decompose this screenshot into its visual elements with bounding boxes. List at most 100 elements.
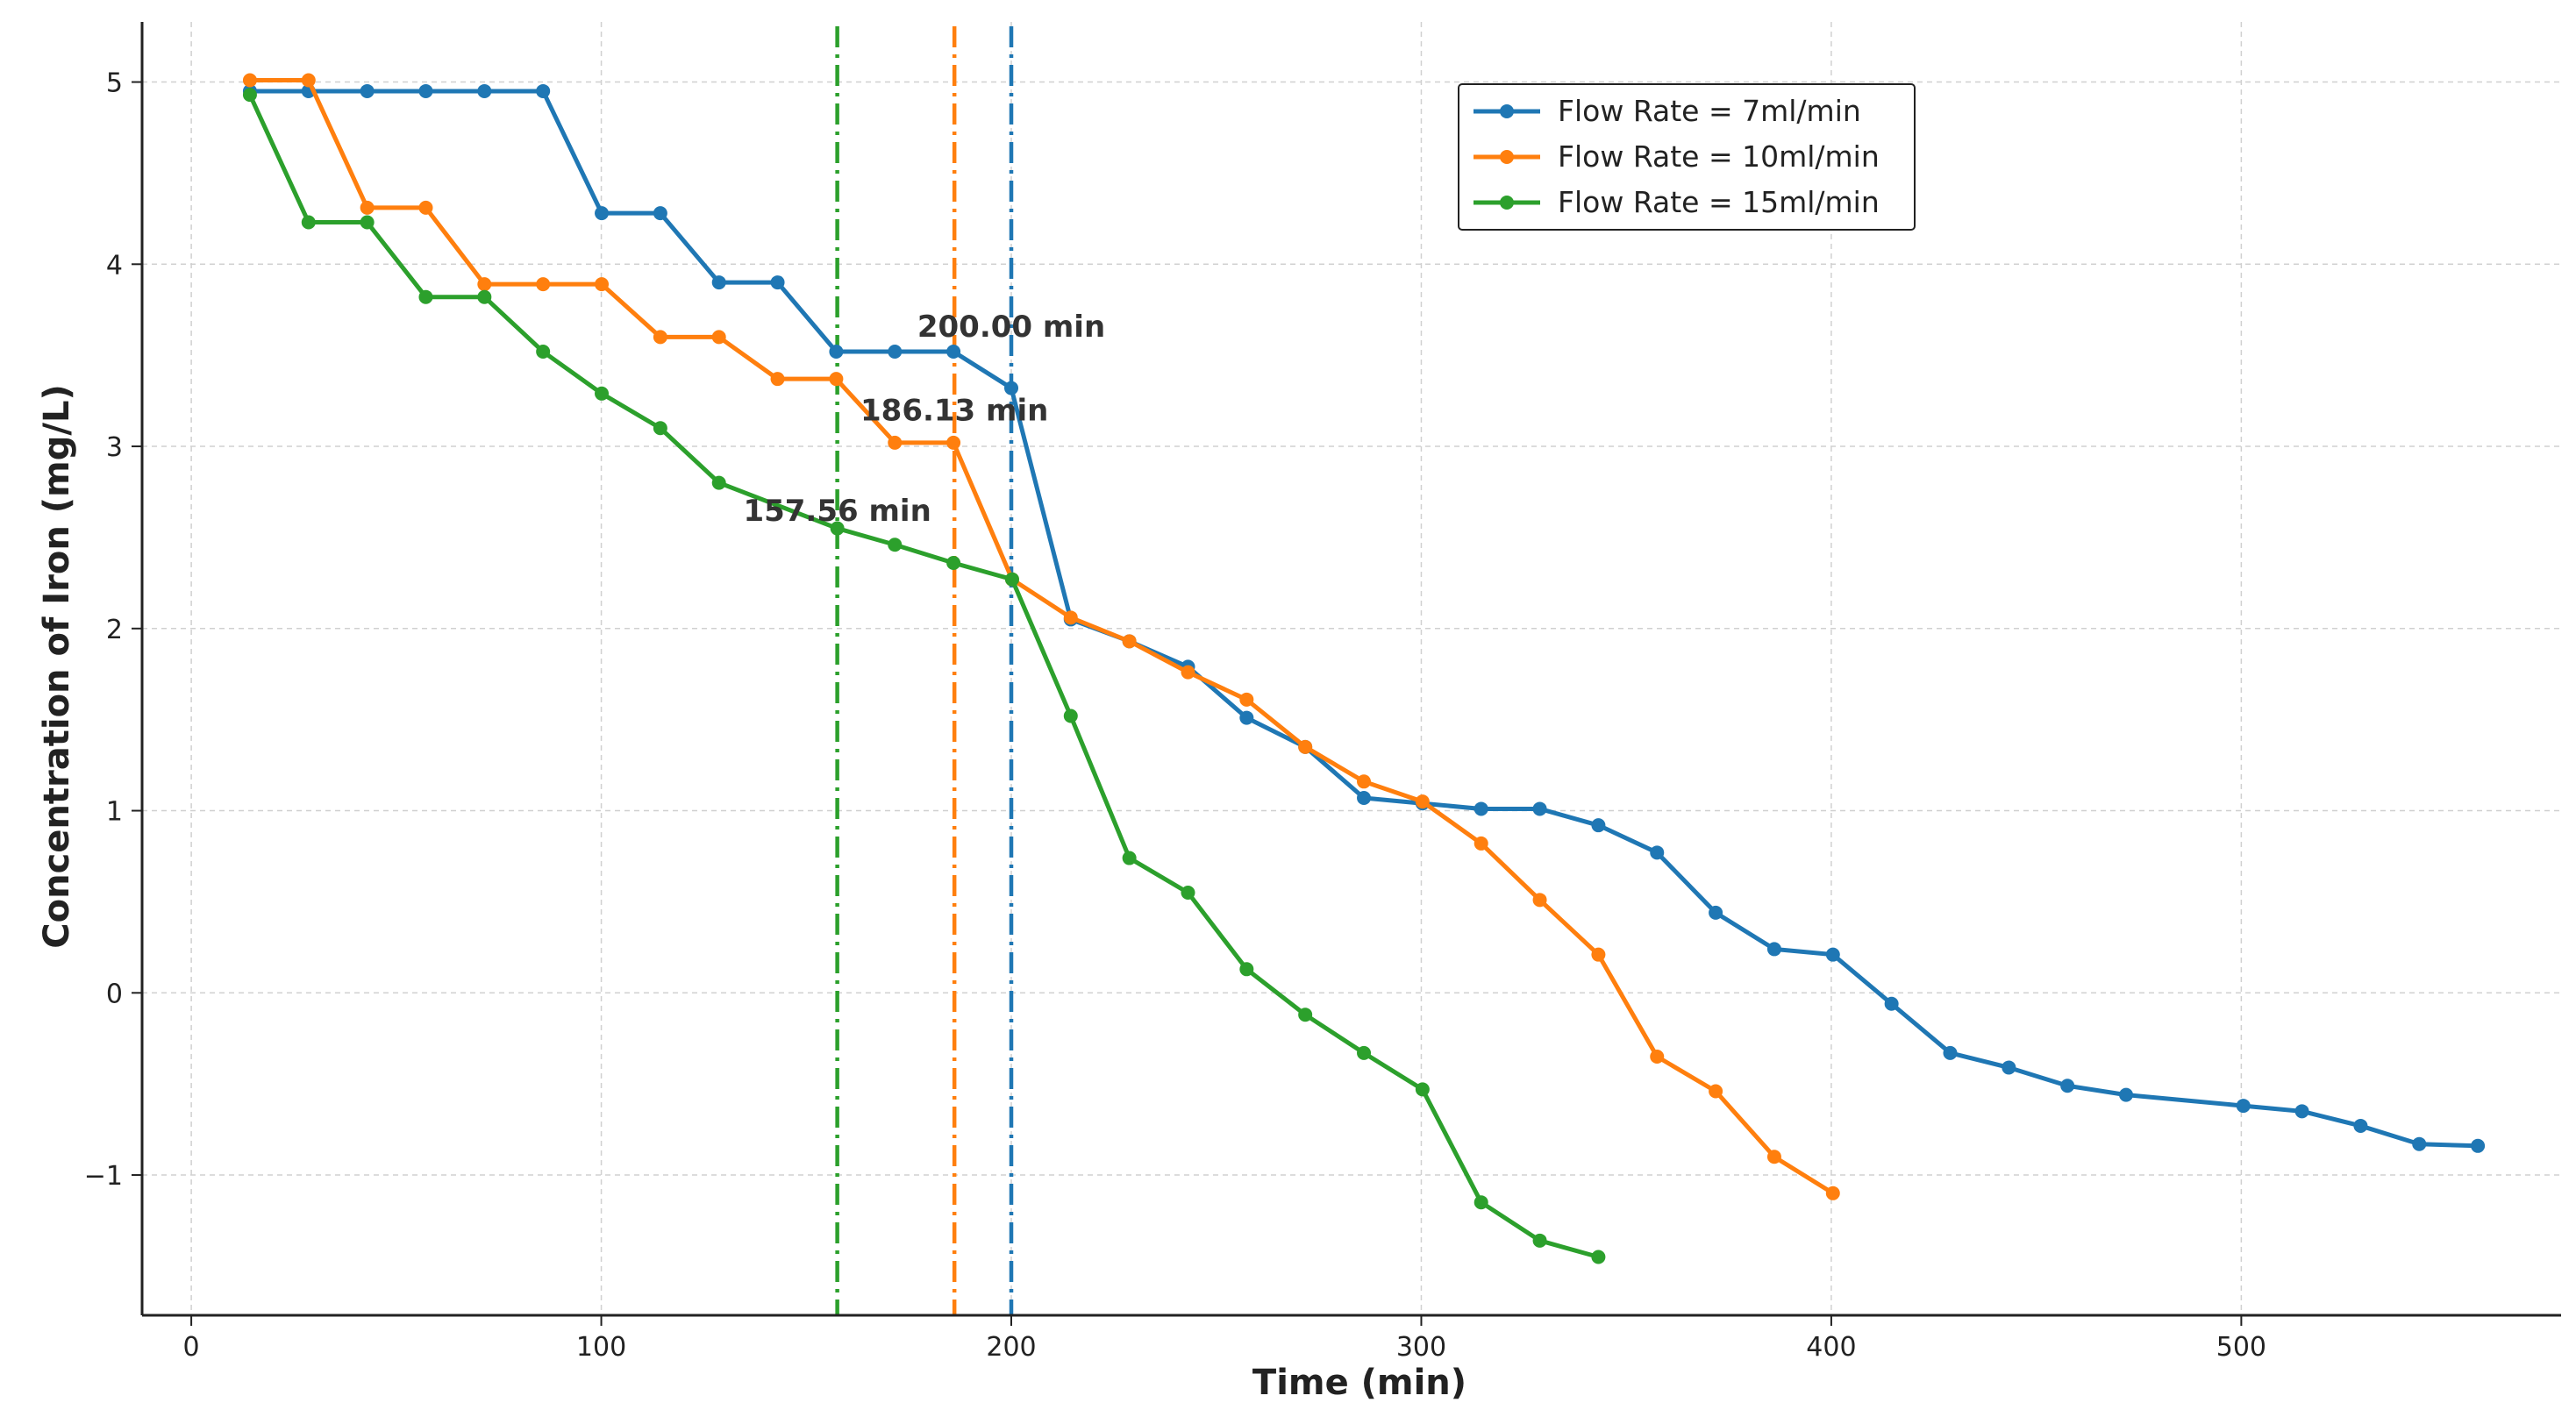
x-tick-label: 200 xyxy=(986,1332,1036,1363)
x-tick-label: 100 xyxy=(576,1332,626,1363)
legend-entry: Flow Rate = 7ml/min xyxy=(1474,94,1861,128)
data-point xyxy=(360,83,375,98)
breakthrough-label: 186.13 min xyxy=(860,394,1048,429)
data-point xyxy=(1591,818,1606,833)
data-point xyxy=(653,206,667,221)
data-point xyxy=(1474,801,1488,816)
breakthrough-label: 157.56 min xyxy=(743,494,931,529)
breakthrough-label: 200.00 min xyxy=(917,310,1105,345)
data-point xyxy=(888,435,903,450)
data-point xyxy=(1943,1045,1958,1060)
data-point xyxy=(1122,634,1137,649)
data-point xyxy=(1766,1150,1781,1164)
data-point xyxy=(1884,996,1899,1011)
data-point xyxy=(1474,1195,1488,1210)
x-tick-label: 400 xyxy=(1806,1332,1856,1363)
legend: Flow Rate = 7ml/min Flow Rate = 10ml/min F… xyxy=(1458,83,1916,231)
data-point xyxy=(829,345,844,360)
data-point xyxy=(418,200,433,215)
data-point xyxy=(1825,947,1840,962)
data-point xyxy=(1474,836,1488,851)
data-point xyxy=(1357,1045,1372,1060)
legend-marker xyxy=(1500,150,1514,164)
legend-box xyxy=(1458,83,1916,231)
legend-label: Flow Rate = 15ml/min xyxy=(1558,185,1880,219)
data-point xyxy=(477,83,492,98)
data-point xyxy=(1298,1008,1313,1022)
data-point xyxy=(1239,962,1254,977)
x-axis-title: Time (min) xyxy=(1252,1363,1466,1403)
data-point xyxy=(2294,1104,2309,1119)
data-point xyxy=(2236,1099,2251,1114)
data-point xyxy=(1415,1082,1430,1097)
breakthrough-lines xyxy=(835,26,1014,1315)
data-point xyxy=(1650,845,1665,860)
legend-marker xyxy=(1500,196,1514,210)
data-point xyxy=(1709,1084,1723,1099)
data-point xyxy=(1532,801,1547,816)
data-point xyxy=(1122,851,1137,865)
data-point xyxy=(477,289,492,304)
data-point xyxy=(1415,794,1430,809)
x-tick-label: 500 xyxy=(2216,1332,2266,1363)
y-tick-label: 2 xyxy=(106,615,123,645)
data-point xyxy=(360,200,375,215)
data-point xyxy=(1004,381,1019,395)
data-point xyxy=(946,345,961,360)
series xyxy=(242,88,1606,1264)
data-point xyxy=(1063,708,1078,723)
data-point xyxy=(946,556,961,571)
data-point xyxy=(946,435,961,450)
data-point xyxy=(2412,1136,2427,1151)
data-point xyxy=(301,73,316,88)
data-point xyxy=(829,372,844,387)
y-tick-label: 5 xyxy=(106,68,123,99)
series-line xyxy=(247,94,1600,1259)
y-tick-label: 0 xyxy=(106,979,123,1009)
data-point xyxy=(418,83,433,98)
data-point xyxy=(2353,1118,2368,1133)
data-point xyxy=(536,83,551,98)
series-line xyxy=(249,77,1835,1195)
data-point xyxy=(888,538,903,552)
legend-entry: Flow Rate = 15ml/min xyxy=(1474,185,1880,219)
grid xyxy=(142,22,2561,1315)
data-point xyxy=(1709,905,1723,920)
data-point xyxy=(1357,791,1372,805)
data-point xyxy=(1298,739,1313,754)
axes xyxy=(140,22,2561,1317)
data-point xyxy=(1591,947,1606,962)
data-point xyxy=(418,289,433,304)
data-point xyxy=(888,345,903,360)
data-point xyxy=(770,372,785,387)
data-point xyxy=(711,275,726,290)
data-point xyxy=(242,88,257,103)
legend-entry: Flow Rate = 10ml/min xyxy=(1474,139,1880,174)
data-point xyxy=(2119,1087,2134,1102)
data-point xyxy=(1357,774,1372,789)
x-tick-label: 0 xyxy=(183,1332,200,1363)
data-point xyxy=(830,521,845,536)
data-point xyxy=(1532,893,1547,908)
data-point xyxy=(595,386,610,401)
data-point xyxy=(1063,610,1078,625)
x-tick-label: 300 xyxy=(1396,1332,1446,1363)
data-point xyxy=(595,206,610,221)
data-point xyxy=(477,277,492,292)
data-point xyxy=(770,275,785,290)
data-point xyxy=(1532,1233,1547,1248)
y-tick-label: −1 xyxy=(84,1161,123,1192)
annotations: 157.56 min 186.13 min 200.00 min xyxy=(743,310,1105,529)
data-point xyxy=(301,215,316,230)
series-line xyxy=(249,89,2479,1149)
legend-marker xyxy=(1500,104,1514,118)
data-point xyxy=(711,475,726,490)
data-point xyxy=(1766,942,1781,957)
data-point xyxy=(653,421,667,436)
data-point xyxy=(1181,886,1195,901)
y-axis-title: Concentration of Iron (mg/L) xyxy=(37,384,77,948)
data-point xyxy=(711,330,726,345)
data-point xyxy=(1825,1186,1840,1200)
legend-label: Flow Rate = 10ml/min xyxy=(1558,139,1880,174)
data-point xyxy=(653,330,667,345)
